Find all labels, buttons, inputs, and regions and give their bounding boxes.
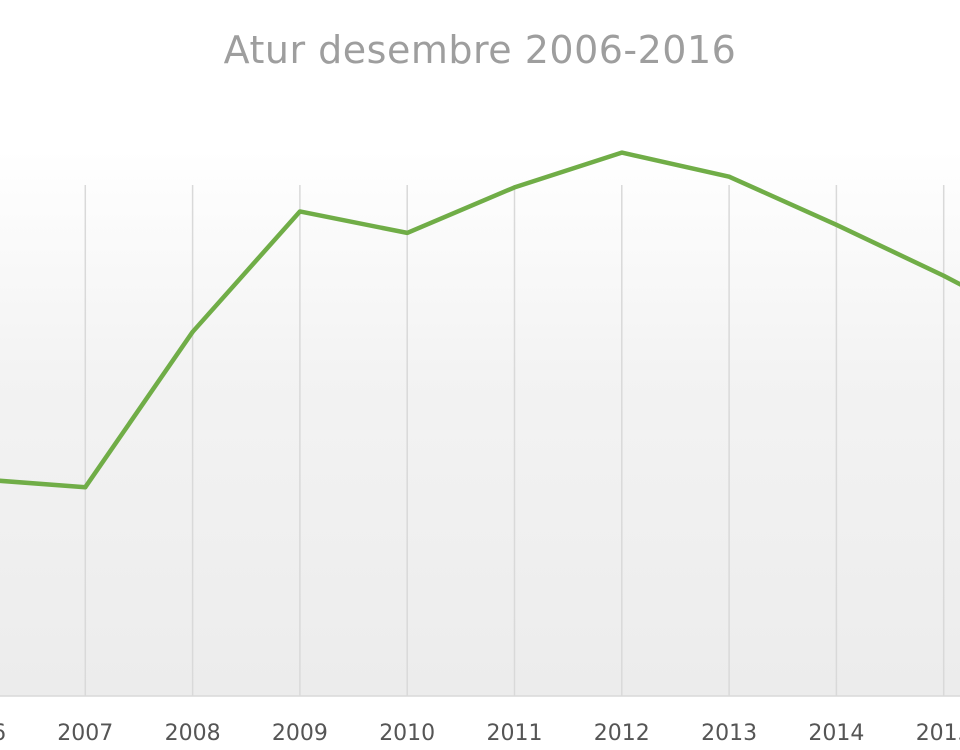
data-point-2010	[405, 230, 410, 235]
series-line	[0, 150, 960, 490]
chart-title: Atur desembre 2006-2016	[223, 28, 737, 72]
x-tick-label: 2014	[808, 721, 864, 746]
x-tick-label: 2013	[701, 721, 757, 746]
data-point-2012	[619, 150, 624, 155]
data-point-2013	[727, 174, 732, 179]
x-tick-label: 2009	[272, 721, 328, 746]
x-tick-label: 2012	[594, 721, 650, 746]
x-tick-label: 2011	[487, 721, 543, 746]
data-point-2007	[83, 485, 88, 490]
x-tick-label: 2007	[57, 721, 113, 746]
plot-background	[0, 150, 960, 696]
data-point-2015	[941, 273, 946, 278]
x-tick-label: 2006	[0, 721, 6, 746]
data-point-2008	[190, 329, 195, 334]
x-tick-label: 2010	[379, 721, 435, 746]
data-point-2009	[297, 209, 302, 214]
x-tick-label: 2008	[165, 721, 221, 746]
data-point-2014	[834, 222, 839, 227]
data-point-2011	[512, 185, 517, 190]
x-tick-label: 2015	[916, 721, 960, 746]
